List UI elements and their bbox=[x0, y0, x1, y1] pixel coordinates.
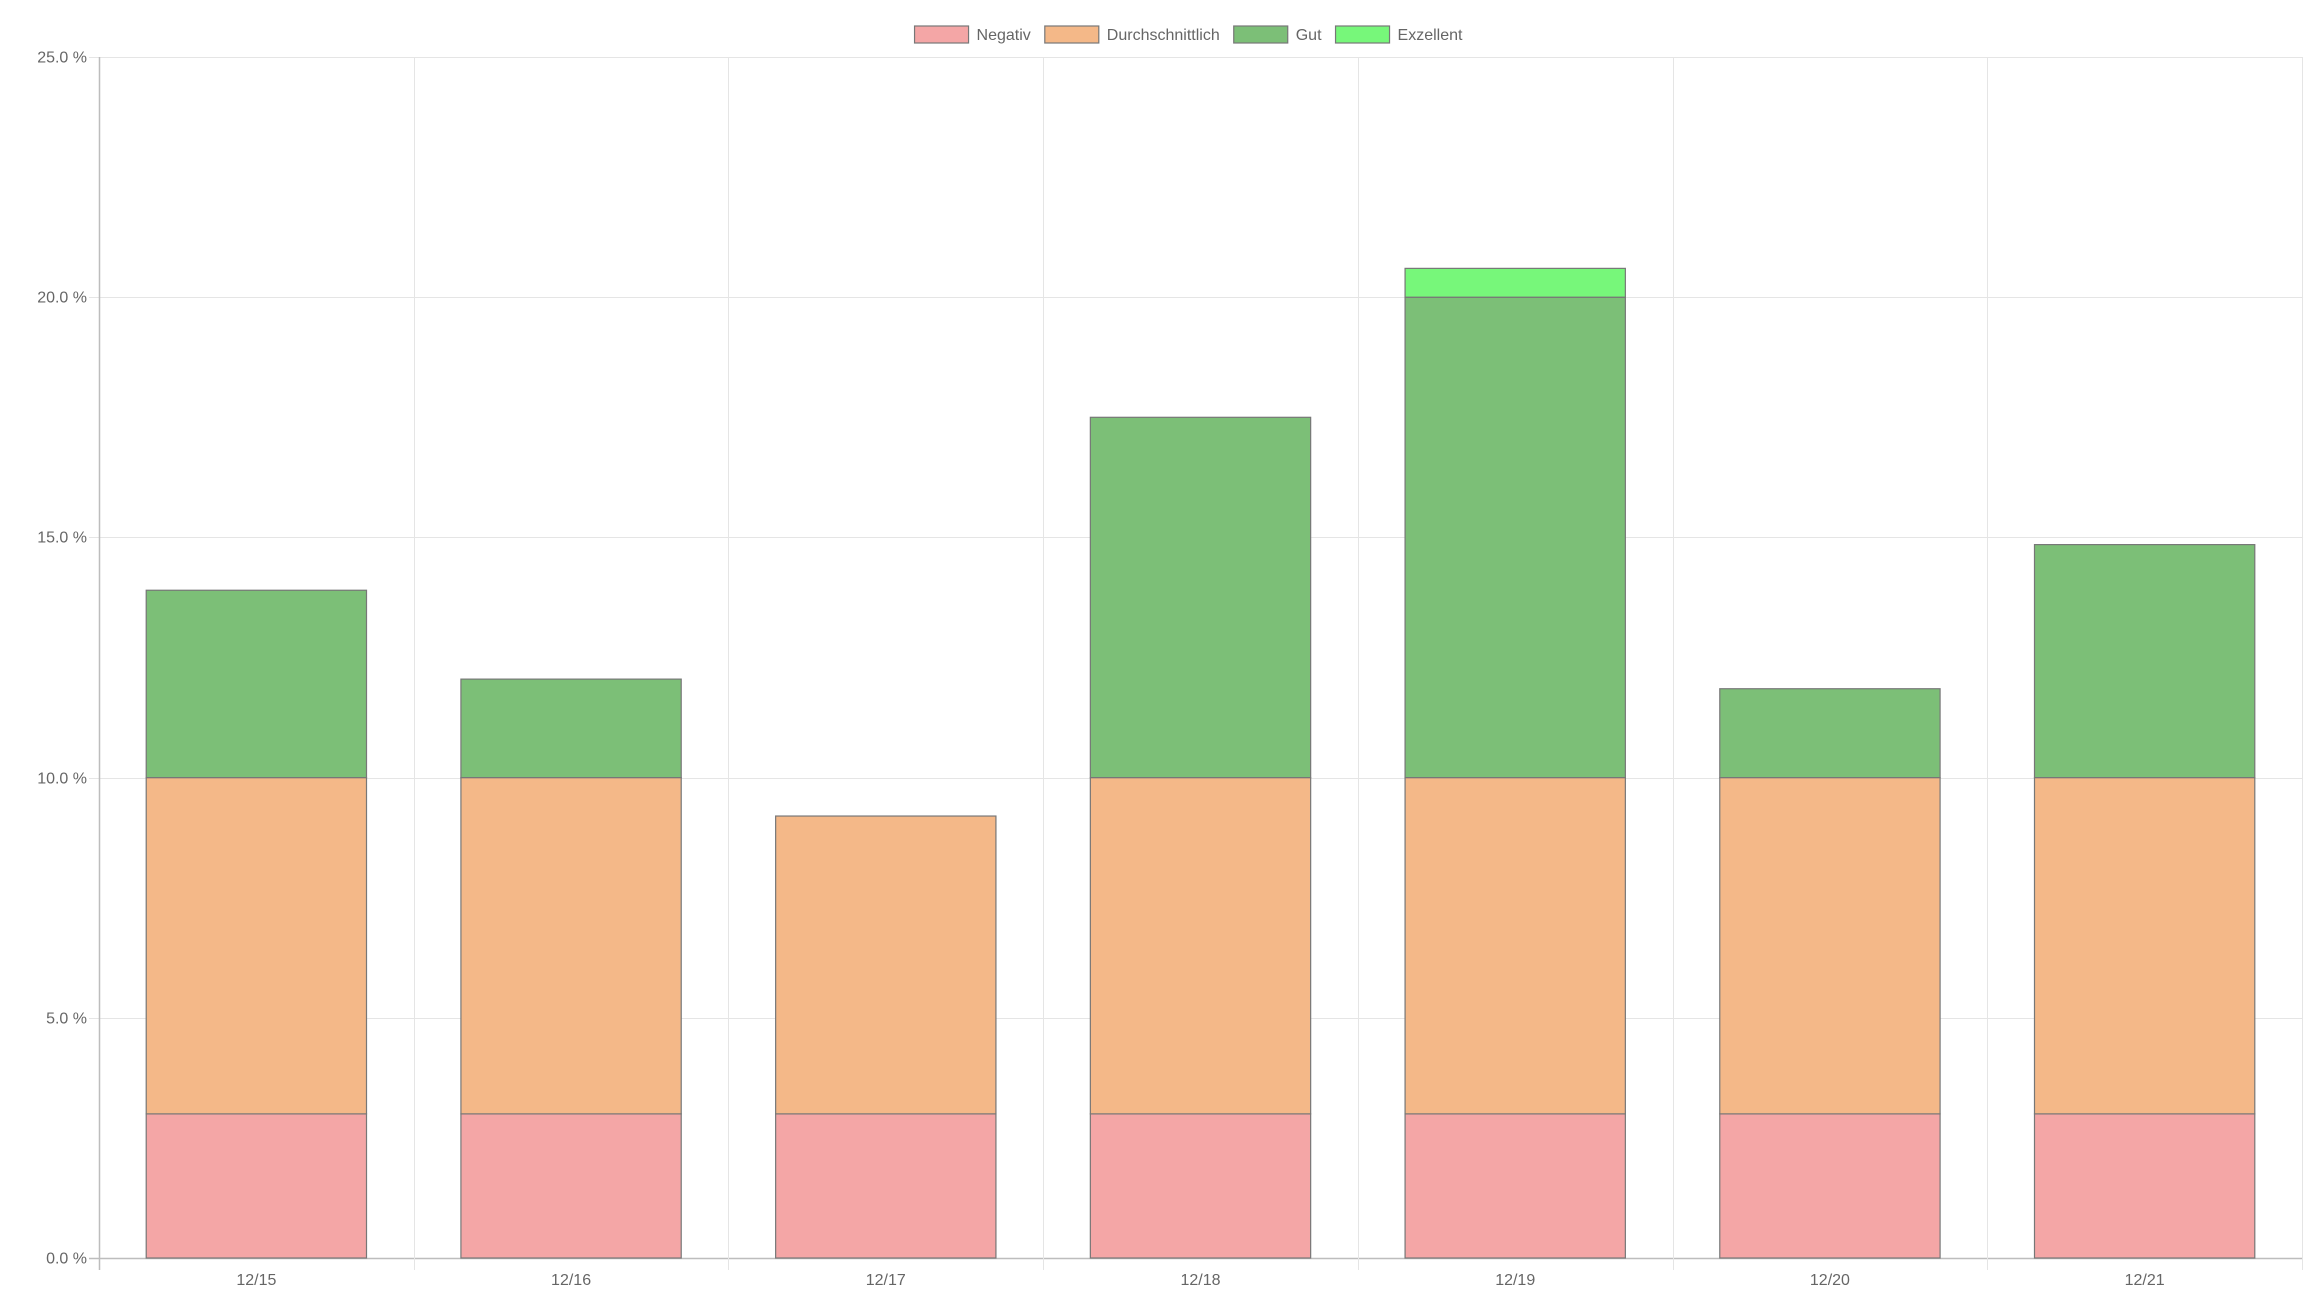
legend-item[interactable]: Gut bbox=[1233, 25, 1322, 44]
axes: 0.0 % 5.0 % 10.0 % 15.0 % 20.0 % 25.0 % 12/15 1… bbox=[37, 50, 2165, 1290]
bar-segment[interactable] bbox=[2033, 544, 2256, 779]
legend-swatch bbox=[1044, 25, 1100, 44]
bar-segment[interactable] bbox=[145, 776, 368, 1115]
bar-segment[interactable] bbox=[1404, 1113, 1626, 1259]
bar-segment[interactable] bbox=[1719, 776, 1941, 1115]
bar-segment[interactable] bbox=[2033, 776, 2256, 1115]
y-tick-label: 20.0 % bbox=[37, 290, 87, 307]
legend-item[interactable]: Durchschnittlich bbox=[1044, 25, 1220, 44]
bar-segment[interactable] bbox=[145, 589, 368, 779]
y-tick-label: 15.0 % bbox=[37, 530, 87, 547]
bar-segment[interactable] bbox=[1404, 296, 1626, 779]
bar-segment[interactable] bbox=[460, 776, 682, 1115]
legend-label: Gut bbox=[1296, 27, 1322, 44]
bar-segment[interactable] bbox=[460, 678, 682, 779]
bar-segment[interactable] bbox=[1719, 688, 1941, 779]
x-tick-label: 12/17 bbox=[866, 1272, 906, 1289]
legend-swatch bbox=[913, 25, 970, 44]
x-tick-label: 12/16 bbox=[551, 1272, 591, 1289]
legend-label: Negativ bbox=[977, 27, 1031, 44]
legend-item[interactable]: Negativ bbox=[913, 25, 1031, 44]
bar-segment[interactable] bbox=[1089, 1113, 1312, 1259]
x-tick-label: 12/19 bbox=[1495, 1272, 1535, 1289]
legend-label: Durchschnittlich bbox=[1107, 27, 1220, 44]
legend-swatch bbox=[1233, 25, 1289, 44]
grid bbox=[89, 57, 2303, 1270]
y-tick-label: 10.0 % bbox=[37, 771, 87, 788]
bar-segment[interactable] bbox=[775, 1113, 997, 1259]
bar-segment[interactable] bbox=[2033, 1113, 2256, 1259]
x-tick-label: 12/15 bbox=[236, 1272, 276, 1289]
legend-label: Exzellent bbox=[1398, 27, 1463, 44]
bar-segment[interactable] bbox=[1089, 776, 1312, 1115]
y-tick-label: 5.0 % bbox=[46, 1011, 87, 1028]
legend: Negativ Durchschnittlich Gut Exzellent bbox=[913, 25, 1463, 44]
bar-segment[interactable] bbox=[1404, 267, 1626, 298]
x-tick-label: 12/20 bbox=[1810, 1272, 1850, 1289]
bar-segment[interactable] bbox=[1719, 1113, 1941, 1259]
x-tick-label: 12/21 bbox=[2125, 1272, 2165, 1289]
bar-segment[interactable] bbox=[775, 815, 997, 1115]
bars bbox=[145, 267, 2256, 1259]
y-tick-label: 25.0 % bbox=[37, 50, 87, 67]
x-tick-label: 12/18 bbox=[1180, 1272, 1220, 1289]
bar-segment[interactable] bbox=[145, 1113, 368, 1259]
legend-swatch bbox=[1334, 25, 1391, 44]
bar-segment[interactable] bbox=[1089, 416, 1312, 779]
legend-item[interactable]: Exzellent bbox=[1334, 25, 1463, 44]
y-tick-label: 0.0 % bbox=[46, 1251, 87, 1268]
bar-segment[interactable] bbox=[460, 1113, 682, 1259]
bar-segment[interactable] bbox=[1404, 776, 1626, 1115]
